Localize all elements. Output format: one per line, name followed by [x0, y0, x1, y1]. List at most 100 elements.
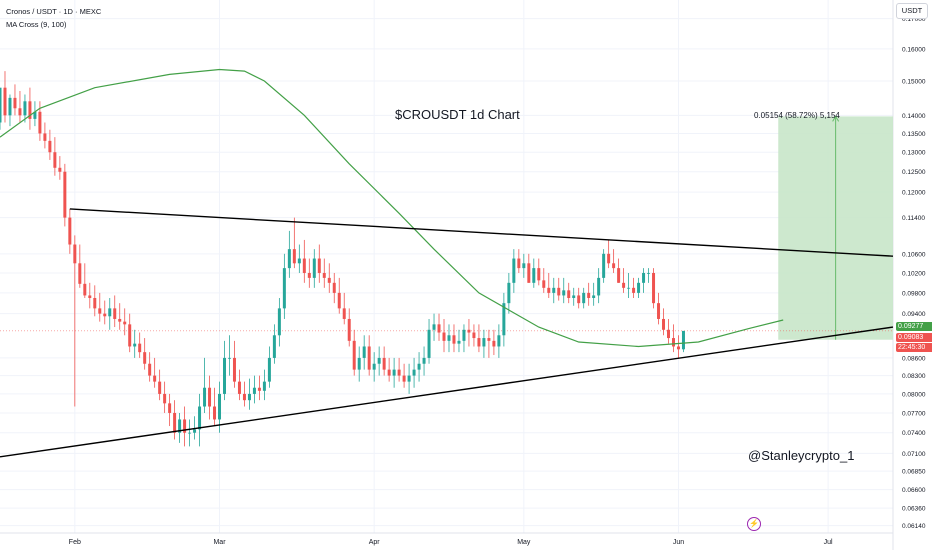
y-tick-label: 0.07700 — [902, 410, 926, 417]
y-tick-label: 0.13500 — [902, 131, 926, 138]
chart-title: $CROUSDT 1d Chart — [395, 107, 520, 122]
candle-body — [312, 258, 316, 278]
candle-body — [337, 292, 341, 309]
chart-legend: Cronos / USDT · 1D · MEXC MA Cross (9, 1… — [6, 5, 101, 31]
candle-body — [272, 335, 276, 358]
candle-body — [28, 101, 32, 119]
candle-body — [662, 318, 666, 330]
moving-average-line — [0, 68, 784, 348]
candle-body — [3, 87, 7, 116]
candle-body — [242, 393, 246, 401]
candle-body — [163, 393, 167, 404]
y-tick-label: 0.06360 — [902, 506, 926, 513]
candle-body — [617, 268, 621, 283]
candle-body — [128, 324, 132, 347]
candle-body — [277, 308, 281, 336]
candle-body — [13, 97, 17, 109]
y-tick-label: 0.07400 — [902, 430, 926, 437]
candle-body — [158, 381, 162, 394]
candle-body — [267, 357, 271, 382]
candle-body — [367, 346, 371, 370]
y-tick-label: 0.12500 — [902, 169, 926, 176]
candle-body — [442, 332, 446, 341]
candle-body — [48, 140, 52, 153]
candle-body — [282, 268, 286, 309]
y-tick-label: 0.08000 — [902, 391, 926, 398]
candle-body — [676, 346, 680, 350]
candle-body — [108, 308, 112, 317]
candle-body — [417, 363, 421, 370]
candle-body — [532, 268, 536, 283]
candle-body — [38, 111, 42, 134]
bolt-icon[interactable]: ⚡ — [747, 517, 761, 531]
candle-body — [392, 369, 396, 376]
candle-body — [227, 357, 231, 359]
y-tick-label: 0.14000 — [902, 113, 926, 120]
candle-body — [223, 357, 226, 394]
author-watermark: @Stanleycrypto_1 — [748, 448, 855, 463]
candle-body — [327, 277, 331, 283]
candle-body — [492, 340, 496, 347]
candle-body — [487, 338, 491, 341]
indicator-line: MA Cross (9, 100) — [6, 20, 67, 29]
y-tick-label: 0.09800 — [902, 290, 926, 297]
candle-body — [462, 329, 466, 341]
candle-body — [203, 387, 207, 407]
candle-body — [307, 272, 311, 278]
candle-body — [577, 295, 581, 304]
candle-body — [292, 249, 296, 264]
y-tick-label: 0.08300 — [902, 373, 926, 380]
candle-body — [457, 340, 461, 344]
candle-body — [168, 403, 172, 413]
last-price-tag: 0.09083 — [896, 333, 932, 342]
candle-body — [332, 282, 336, 293]
candle-body — [407, 375, 411, 382]
candle-body — [98, 308, 102, 314]
candle-body — [652, 272, 656, 304]
y-tick-label: 0.15000 — [902, 78, 926, 85]
x-tick-label: Mar — [213, 539, 226, 546]
candle-body — [502, 303, 506, 336]
candle-body — [297, 258, 301, 264]
measure-arrow-head — [832, 115, 840, 122]
candle-body — [512, 258, 516, 283]
candle-body — [237, 381, 241, 394]
candle-body — [482, 338, 486, 347]
candle-body — [597, 277, 601, 296]
candle-body — [557, 287, 561, 296]
candle-body — [372, 363, 376, 370]
x-tick-label: Feb — [69, 539, 81, 546]
candle-body — [607, 253, 611, 264]
currency-button[interactable]: USDT — [896, 3, 928, 19]
candle-body — [43, 133, 47, 141]
y-tick-label: 0.10600 — [902, 251, 926, 258]
y-tick-label: 0.06850 — [902, 469, 926, 476]
candle-body — [667, 329, 670, 339]
candle-body — [118, 318, 122, 322]
candle-body — [412, 369, 416, 376]
candle-body — [33, 111, 37, 119]
candle-body — [218, 393, 222, 420]
countdown-tag: 22:45:30 — [896, 343, 932, 352]
candle-body — [347, 318, 351, 341]
candle-body — [18, 108, 22, 116]
candle-body — [437, 324, 441, 333]
ma-value-tag: 0.09277 — [896, 322, 932, 331]
candle-body — [642, 272, 646, 283]
candle-body — [183, 419, 187, 433]
candle-body — [522, 263, 526, 269]
candle-body — [542, 280, 546, 288]
candle-body — [357, 357, 361, 370]
candle-body — [78, 263, 82, 284]
candle-body — [208, 387, 212, 407]
candle-body — [247, 393, 251, 401]
candle-body — [198, 406, 202, 430]
candle-body — [562, 290, 566, 296]
candle-body — [113, 308, 117, 319]
candle-body — [133, 343, 137, 347]
y-tick-label: 0.11400 — [902, 215, 925, 222]
candle-body — [252, 387, 256, 394]
candle-body — [232, 357, 236, 382]
y-tick-label: 0.10200 — [902, 270, 926, 277]
